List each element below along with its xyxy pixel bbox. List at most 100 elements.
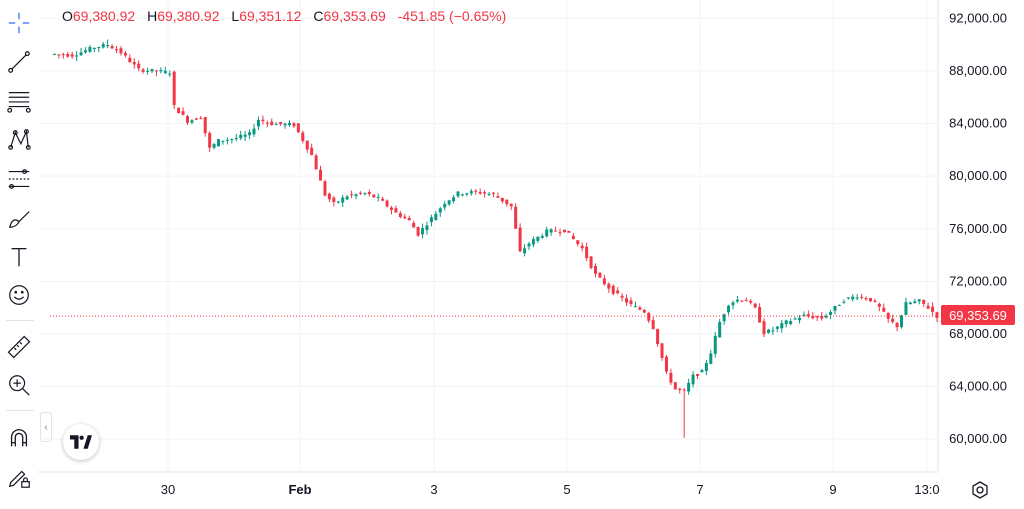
ohlc-legend: O69,380.92 H69,380.92 L69,351.12 C69,353…	[62, 8, 506, 24]
fib-retracement-icon[interactable]	[4, 86, 34, 116]
candle-body	[66, 54, 70, 57]
candle-body	[310, 147, 314, 155]
candle-body	[585, 246, 589, 259]
candle-body	[372, 194, 376, 198]
candle-body	[128, 57, 132, 63]
candle-body	[79, 52, 83, 56]
price-tick-label: 80,000.00	[949, 168, 1007, 183]
crosshair-icon[interactable]	[4, 8, 34, 38]
candle-body	[926, 305, 930, 309]
price-axis: 92,000.00 88,000.00 84,000.00 80,000.00 76,0…	[949, 10, 1007, 446]
candle-body	[327, 193, 331, 200]
candle-body	[376, 196, 380, 198]
candle-body	[137, 63, 141, 69]
settings-gear-icon[interactable]	[968, 478, 992, 502]
candle-body	[358, 192, 362, 194]
candle-body	[274, 123, 278, 125]
candle-body	[412, 222, 416, 228]
candle-body	[168, 73, 172, 75]
brush-icon[interactable]	[4, 203, 34, 233]
candle-body	[931, 306, 935, 312]
candle-body	[558, 232, 562, 234]
candle-body	[234, 138, 238, 140]
candle-body	[638, 307, 642, 310]
candle-body	[270, 121, 274, 125]
candle-body	[421, 228, 425, 235]
low-label: L	[231, 8, 240, 24]
ruler-icon[interactable]	[4, 332, 34, 362]
candle-body	[243, 134, 247, 137]
candle-body	[119, 48, 123, 54]
candle-body	[589, 256, 593, 268]
emoji-icon[interactable]	[4, 280, 34, 310]
trend-line-icon[interactable]	[4, 47, 34, 77]
candle-body	[478, 192, 482, 194]
candle-body	[123, 52, 127, 56]
candle-body	[913, 301, 917, 303]
tradingview-logo-icon[interactable]	[63, 424, 99, 460]
projection-icon[interactable]	[4, 164, 34, 194]
zoom-in-icon[interactable]	[4, 370, 34, 400]
lock-drawings-icon[interactable]	[4, 462, 34, 492]
candle-body	[527, 243, 531, 247]
text-icon[interactable]	[4, 242, 34, 272]
candle-body	[190, 120, 194, 123]
candle-body	[230, 139, 234, 141]
candle-body	[323, 181, 327, 196]
candle-body	[345, 196, 349, 200]
candle-body	[753, 303, 757, 308]
candle-body	[687, 382, 691, 392]
candle-body	[873, 300, 877, 302]
candle-body	[735, 299, 739, 302]
candle-body	[221, 140, 225, 142]
candle-body	[496, 196, 500, 198]
candle-body	[846, 297, 850, 299]
candle-body	[633, 306, 637, 308]
candle-body	[908, 302, 912, 305]
candle-body	[789, 321, 793, 324]
candle-body	[150, 69, 154, 72]
candle-body	[691, 374, 695, 385]
candle-body	[438, 208, 442, 213]
candle-body	[514, 206, 518, 229]
candle-body	[199, 117, 203, 119]
candle-body	[212, 144, 216, 148]
candle-body	[900, 315, 904, 328]
candle-body	[642, 309, 646, 313]
candle-body	[163, 70, 167, 74]
candle-body	[509, 203, 513, 207]
candle-body	[842, 301, 846, 303]
candle-body	[780, 323, 784, 329]
candle-body	[833, 305, 837, 311]
candle-body	[159, 70, 163, 72]
candle-body	[540, 235, 544, 238]
candle-body	[92, 48, 96, 50]
collapse-toolbar-button[interactable]: ‹	[40, 412, 52, 442]
candle-body	[185, 116, 189, 123]
candle-body	[181, 111, 185, 115]
candle-body	[917, 299, 921, 302]
pattern-icon[interactable]	[4, 125, 34, 155]
candle-body	[864, 298, 868, 300]
time-axis: 30 Feb 3 5 7 9 13:0	[161, 482, 940, 497]
candle-body	[336, 201, 340, 203]
candle-body	[305, 140, 309, 150]
candle-body	[682, 389, 686, 391]
candle-body	[594, 266, 598, 274]
candle-body	[287, 123, 291, 126]
candle-body	[935, 312, 939, 318]
close-value: 69,353.69	[323, 8, 386, 24]
candle-body	[465, 193, 469, 195]
candle-body	[456, 191, 460, 197]
magnet-icon[interactable]	[4, 424, 34, 454]
time-tick-label: 9	[829, 482, 836, 497]
candle-body	[651, 320, 655, 329]
close-label: C	[313, 8, 324, 24]
high-value: 69,380.92	[157, 8, 220, 24]
candle-body	[895, 322, 899, 328]
candle-body	[425, 225, 429, 231]
candle-body	[851, 296, 855, 300]
candle-body	[784, 320, 788, 325]
candle-body	[146, 70, 150, 72]
